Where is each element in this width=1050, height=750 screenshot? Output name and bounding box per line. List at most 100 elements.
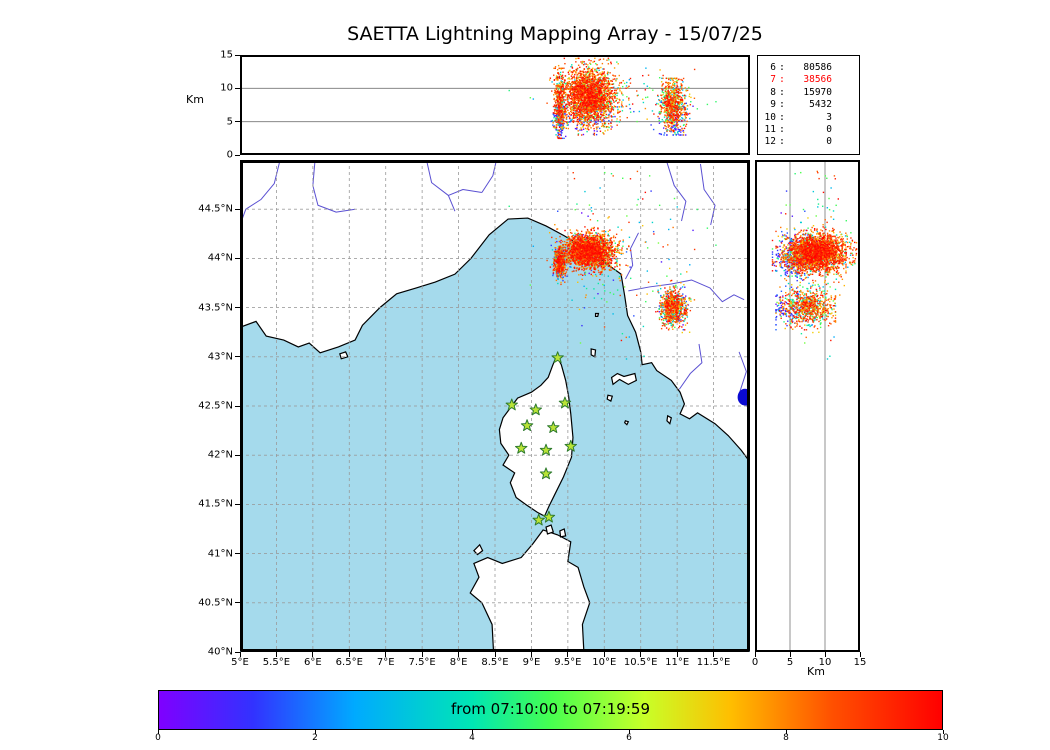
colorbar-tick	[314, 730, 316, 734]
colorbar-tick-label: 2	[312, 733, 318, 743]
station-source-count-legend: 6: 80586 7: 38566 8: 15970 9: 5432 10: 3 11: 0 12: 0	[757, 55, 860, 155]
altitude-tick-label: 10	[220, 82, 233, 94]
legend-row: 12: 0	[758, 136, 859, 148]
lat-tick-label: 43.5°N	[198, 302, 233, 314]
lon-tick	[385, 652, 387, 657]
lon-tick	[239, 652, 241, 657]
altitude-tick	[235, 121, 240, 123]
lon-tick	[348, 652, 350, 657]
legend-channel: 9	[770, 99, 776, 111]
lat-tick	[235, 503, 240, 505]
colorbar-tick	[471, 730, 473, 734]
legend-row: 6: 80586	[758, 62, 859, 74]
legend-colon: :	[779, 86, 785, 98]
lat-tick	[235, 307, 240, 309]
lat-tick-label: 41°N	[207, 548, 233, 560]
legend-colon: :	[779, 136, 785, 148]
lon-tick-label: 11°E	[665, 657, 690, 668]
colorbar-tick-label: 10	[937, 733, 949, 743]
lon-tick	[530, 652, 532, 657]
right-km-tick	[859, 652, 861, 657]
legend-count: 5432	[809, 99, 832, 111]
lat-tick	[235, 208, 240, 210]
map-plot	[240, 160, 750, 652]
right-km-tick	[754, 652, 756, 657]
lon-tick	[494, 652, 496, 657]
legend-row: 10: 3	[758, 112, 859, 124]
lat-tick-label: 42°N	[207, 449, 233, 461]
time-colorbar: from 07:10:00 to 07:19:59	[158, 690, 943, 730]
colorbar-tick	[157, 730, 159, 734]
lat-tick	[235, 454, 240, 456]
legend-channel: 7	[770, 74, 776, 86]
lat-tick	[235, 257, 240, 259]
lon-tick-label: 8°E	[449, 657, 468, 668]
legend-colon: :	[779, 111, 785, 123]
legend-row: 11: 0	[758, 124, 859, 136]
lon-tick	[640, 652, 642, 657]
legend-row: 9: 5432	[758, 99, 859, 111]
lon-tick-label: 7°E	[376, 657, 395, 668]
legend-colon: :	[779, 99, 785, 111]
legend-count: 0	[826, 124, 832, 136]
legend-colon: :	[779, 124, 785, 136]
legend-colon: :	[779, 74, 785, 86]
lon-tick-label: 9.5°E	[554, 657, 582, 668]
right-km-tick	[824, 652, 826, 657]
legend-row: 7: 38566	[758, 74, 859, 86]
lon-tick	[676, 652, 678, 657]
colorbar-tick-label: 6	[626, 733, 632, 743]
lat-tick	[235, 602, 240, 604]
lon-tick-label: 5.5°E	[262, 657, 291, 668]
lon-tick-label: 6°E	[304, 657, 322, 668]
legend-channel: 10	[764, 111, 776, 123]
lon-tick	[458, 652, 460, 657]
colorbar-tick	[628, 730, 630, 734]
lon-tick	[603, 652, 605, 657]
lat-tick	[235, 651, 240, 653]
legend-count: 80586	[803, 62, 832, 73]
colorbar-tick-label: 8	[783, 733, 789, 743]
lon-tick	[312, 652, 314, 657]
lat-tick	[235, 553, 240, 555]
lat-tick-label: 44.5°N	[198, 203, 233, 215]
colorbar-tick	[942, 730, 944, 734]
lat-tick-label: 41.5°N	[198, 498, 233, 510]
right-km-tick-label: 5	[786, 657, 794, 668]
lon-tick-label: 8.5°E	[481, 657, 509, 668]
lat-tick-label: 40°N	[207, 646, 233, 658]
legend-count: 3	[826, 111, 832, 123]
right-km-tick-label: 15	[853, 657, 867, 668]
lat-tick-label: 42.5°N	[198, 400, 233, 412]
legend-count: 15970	[803, 86, 832, 98]
right-panel-km-axis-label: Km	[807, 665, 825, 678]
right-km-tick-label: 0	[751, 657, 759, 668]
lon-tick-label: 11.5°E	[696, 657, 731, 668]
legend-colon: :	[779, 62, 785, 73]
colorbar-time-range-label: from 07:10:00 to 07:19:59	[450, 700, 650, 718]
legend-count: 0	[826, 136, 832, 148]
right-km-tick-label: 10	[818, 657, 832, 668]
lon-tick-label: 5°E	[231, 657, 249, 668]
lat-tick-label: 40.5°N	[198, 597, 233, 609]
altitude-tick	[235, 54, 240, 56]
legend-channel: 12	[764, 136, 776, 148]
top-panel-km-axis-label: Km	[186, 93, 204, 106]
altitude-tick-label: 5	[226, 116, 233, 128]
legend-row: 8: 15970	[758, 87, 859, 99]
lon-tick-label: 6.5°E	[335, 657, 363, 668]
lon-tick	[275, 652, 277, 657]
altitude-vs-longitude-plot	[240, 55, 750, 155]
lat-tick-label: 44°N	[207, 252, 233, 264]
lon-tick	[421, 652, 423, 657]
legend-count: 38566	[803, 74, 832, 86]
lat-tick-label: 43°N	[207, 351, 233, 363]
colorbar-tick-label: 4	[469, 733, 475, 743]
lon-tick-label: 9°E	[522, 657, 541, 668]
lat-tick	[235, 356, 240, 358]
figure-title: SAETTA Lightning Mapping Array - 15/07/2…	[347, 23, 763, 45]
legend-rows: 6: 80586 7: 38566 8: 15970 9: 5432 10: 3 11: 0 12: 0	[758, 62, 859, 149]
colorbar-tick	[785, 730, 787, 734]
lon-tick-label: 10°E	[592, 657, 617, 668]
